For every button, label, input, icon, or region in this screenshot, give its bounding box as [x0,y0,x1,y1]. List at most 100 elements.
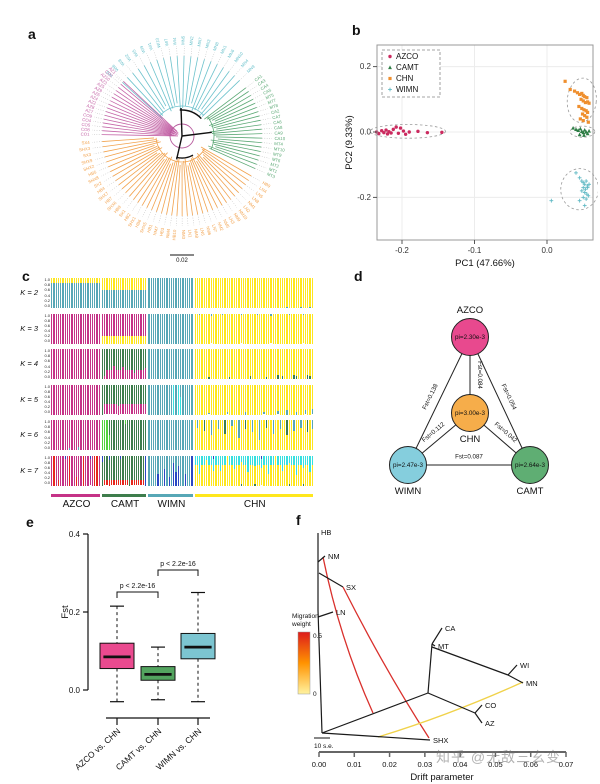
tree-leader-dotted [98,166,109,171]
admixture-segment [182,313,184,344]
tree-edge [474,712,483,724]
pop-block-CAMT [101,349,148,379]
admixture-segment [111,480,113,486]
admixture-segment [279,420,281,429]
admixture-segment [144,278,147,290]
tree-tip-label: CA4 [260,82,270,91]
x-tick-label: 0.04 [453,760,468,769]
admixture-segment [270,278,272,308]
tree-branch [102,134,179,137]
admixture-bar [175,349,178,379]
tree-leader-dotted [142,207,148,217]
x-tick-label: 0.01 [347,760,362,769]
admixture-segment [152,278,155,308]
y-tick-label: 0.4 [44,470,50,476]
admixture-segment [113,349,115,366]
admixture-bar [122,278,125,308]
tree-tip-label: SHX6 [106,200,118,212]
admixture-bar [157,420,160,450]
admixture-segment [226,278,229,308]
tree-tip-label: SHX8 [87,175,100,185]
tree-tip-label: HB4 [96,185,106,194]
admixture-segment [293,430,295,450]
admixture-segment [173,455,175,463]
pca-point [401,129,406,133]
admixture-bar [138,420,141,450]
admixture-segment [135,313,138,336]
tree-leader-dotted [259,155,270,159]
admixture-bar [53,384,56,415]
tree-branch [208,145,257,165]
tree-tip-label: AZ4 [89,94,99,102]
admixture-segment [96,384,98,415]
admixture-bar [182,420,185,450]
admixture-bar [251,455,255,486]
tree-branch [183,160,188,216]
tree-group-arc-WIMN [159,105,204,117]
pop-strip-WIMN [148,494,193,497]
admixture-bar [300,384,303,415]
admixture-segment [203,278,206,308]
admixture-bar [235,420,239,450]
admixture-segment [212,458,215,471]
admixture-segment [60,384,62,415]
admixture-bar [140,278,143,308]
admixture-segment [300,384,302,415]
admixture-segment [217,464,219,486]
admixture-segment [75,476,78,486]
admixture-bar [311,349,314,379]
admixture-segment [84,313,87,344]
tree-leader-dotted [160,48,164,59]
admixture-bar [258,349,262,379]
pop-node-AZCO [451,318,489,356]
admixture-segment [133,290,135,308]
tree-tip-label: CA8 [274,125,283,131]
admixture-bar [291,313,294,344]
admixture-segment [210,420,212,435]
admixture-segment [219,470,222,486]
admixture-segment [199,455,201,474]
admixture-segment [251,313,254,344]
admixture-segment [57,313,60,344]
admixture-segment [164,420,166,450]
population-labels: AZCO CAMT WIMN CHN [51,499,315,513]
admixture-segment [222,313,224,315]
admixture-row: K = 4 1.0 0.8 0.6 0.4 0.2 0.0 [10,349,350,379]
admixture-bar [150,455,153,486]
panel-label-b: b [352,22,361,38]
tree-leader-dotted [192,215,195,226]
admixture-segment [129,313,131,336]
admixture-segment [286,455,288,465]
admixture-segment [142,313,144,336]
admixture-segment [133,278,135,290]
axis-label-y: PC2 (9.33%) [344,115,355,169]
admixture-segment [120,370,122,379]
admixture-segment [229,464,231,486]
admixture-segment [196,313,199,344]
admixture-segment [168,420,170,450]
admixture-bar [206,349,209,379]
admixture-segment [87,420,89,450]
admixture-bar [87,384,90,415]
tree-branch [163,58,176,106]
admixture-segment [242,313,245,344]
tree-tip-label: WI5 [131,48,139,58]
admixture-segment [152,349,155,379]
admixture-bar [94,313,97,344]
admixture-segment [166,313,168,344]
admixture-segment [210,464,212,486]
admixture-segment [194,420,196,450]
admixture-segment [304,278,307,308]
admixture-segment [122,480,124,486]
admixture-segment [270,455,272,465]
admixture-bar [108,455,111,486]
admixture-segment [91,278,94,283]
admixture-bar [247,278,250,308]
tree-branch [196,155,232,200]
admixture-segment [286,410,288,415]
admixture-bar [159,313,162,344]
sig-label: p < 2.2e-16 [160,561,196,568]
tree-leader-dotted [127,199,134,208]
bars-area [51,420,315,450]
tree-leader-dotted [223,58,229,68]
